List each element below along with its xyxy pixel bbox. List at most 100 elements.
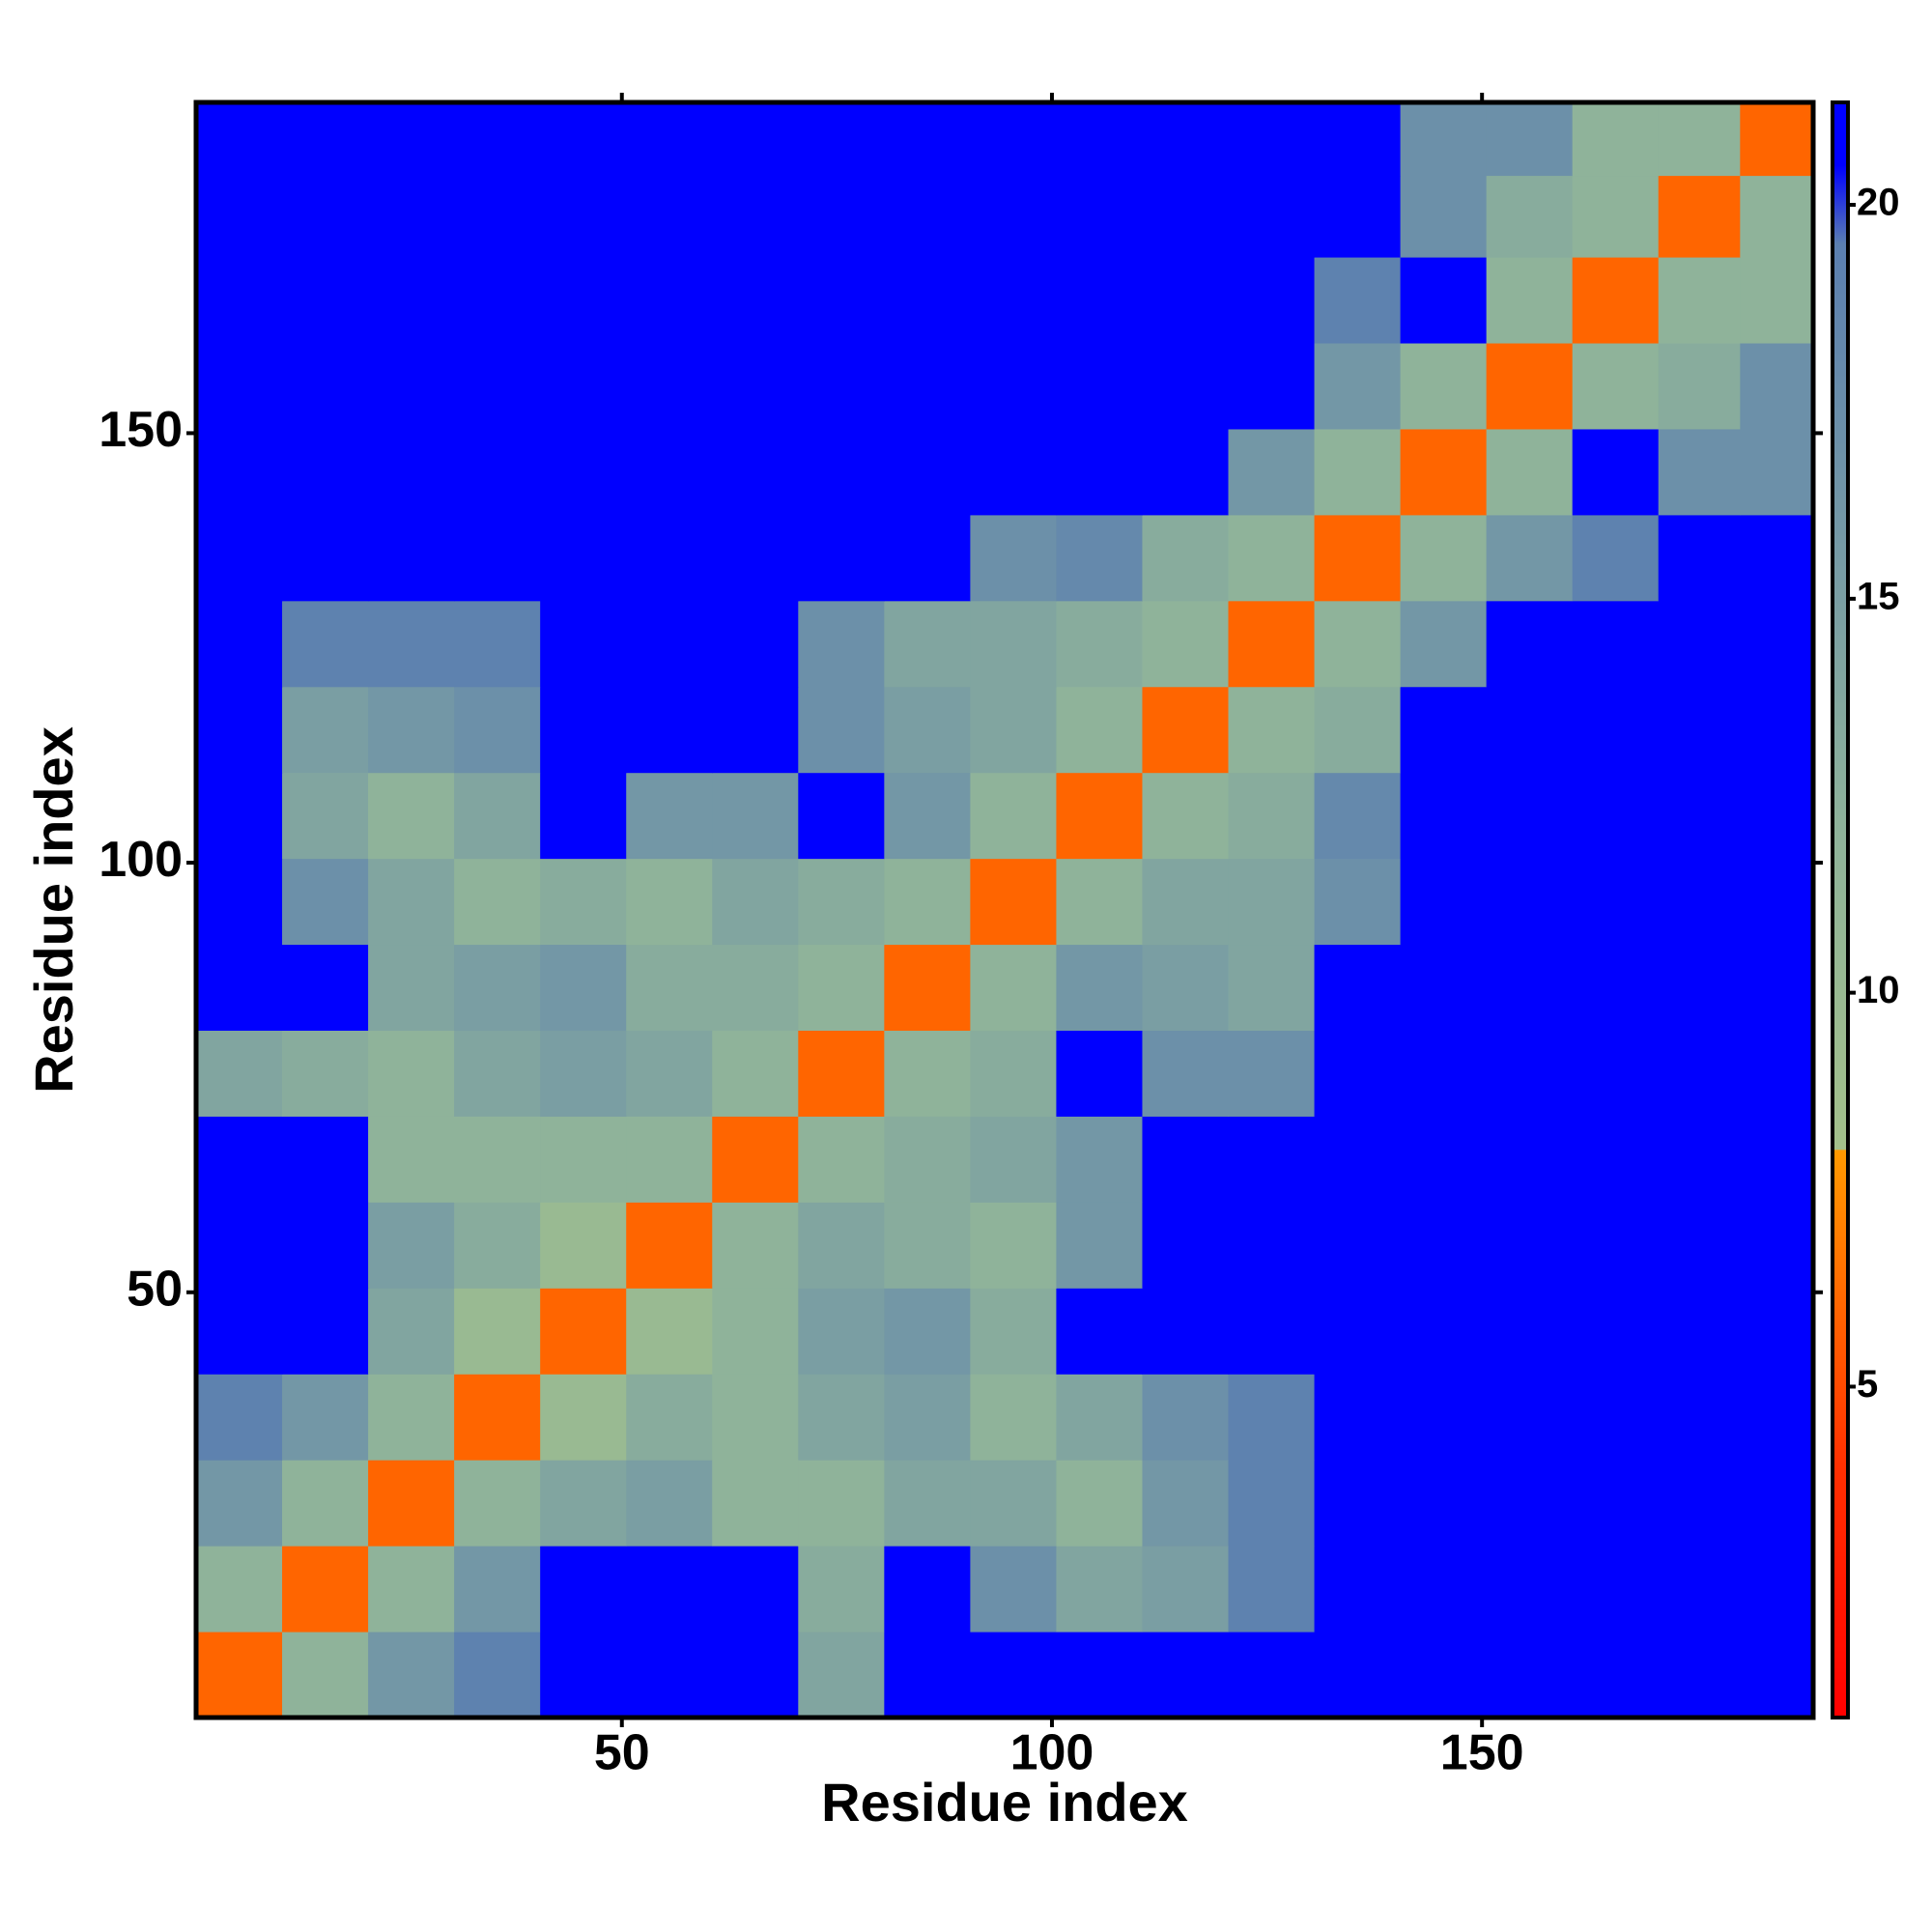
heatmap-cell <box>1056 1116 1143 1203</box>
heatmap-cell <box>368 858 455 946</box>
heatmap-cell <box>282 1546 369 1633</box>
heatmap-cell <box>712 1546 799 1633</box>
heatmap-cell <box>1740 175 1813 258</box>
heatmap-cell <box>1314 1546 1402 1633</box>
colorbar <box>1831 100 1850 1719</box>
heatmap-cell <box>626 1460 713 1547</box>
heatmap-cell <box>1486 343 1574 430</box>
heatmap-cell <box>1142 1546 1230 1633</box>
heatmap-cell <box>540 686 627 774</box>
heatmap-cell <box>884 1202 971 1289</box>
heatmap-cell <box>1056 1460 1143 1547</box>
heatmap-cell <box>540 1288 627 1375</box>
heatmap-cell <box>1572 1546 1660 1633</box>
heatmap-cell <box>1056 514 1143 602</box>
heatmap-cell <box>1486 175 1574 258</box>
heatmap-cell <box>1228 944 1316 1032</box>
heatmap-cell <box>368 1202 455 1289</box>
heatmap-cell <box>196 1288 283 1375</box>
heatmap-cell <box>368 1546 455 1633</box>
heatmap-cell <box>1400 428 1488 516</box>
heatmap-cell <box>1228 1030 1316 1117</box>
heatmap-cell <box>1142 858 1230 946</box>
heatmap-cell <box>1142 772 1230 860</box>
heatmap-cell <box>454 343 541 430</box>
heatmap-cell <box>1740 257 1813 344</box>
heatmap-cell <box>712 343 799 430</box>
heatmap-cell <box>712 1632 799 1718</box>
heatmap-cell <box>1228 102 1316 177</box>
heatmap-cell <box>1658 175 1741 258</box>
heatmap-cell <box>1486 428 1574 516</box>
heatmap-cell <box>282 944 369 1032</box>
y-tick-label: 50 <box>127 1262 183 1318</box>
heatmap-cell <box>196 343 283 430</box>
heatmap-cell <box>196 175 283 258</box>
heatmap-cell <box>1142 343 1230 430</box>
heatmap-cell <box>1658 600 1741 688</box>
heatmap-cell <box>626 1116 713 1203</box>
x-tick-label: 50 <box>594 1725 650 1781</box>
heatmap-cell <box>970 428 1057 516</box>
heatmap-cell <box>368 944 455 1032</box>
heatmap-cell <box>1314 102 1402 177</box>
heatmap-cell <box>1400 600 1488 688</box>
heatmap-cell <box>1228 1116 1316 1203</box>
heatmap-cell <box>1658 1374 1741 1461</box>
heatmap-cell <box>540 600 627 688</box>
heatmap-cell <box>282 1632 369 1718</box>
heatmap-cell <box>1658 1288 1741 1375</box>
heatmap-cell <box>798 772 885 860</box>
heatmap-cell <box>540 175 627 258</box>
heatmap-cell <box>1400 858 1488 946</box>
heatmap-cell <box>282 175 369 258</box>
heatmap-cell <box>1486 858 1574 946</box>
heatmap-cell <box>454 1202 541 1289</box>
heatmap-cell <box>454 1288 541 1375</box>
heatmap-cell <box>1142 1202 1230 1289</box>
heatmap-cell <box>282 1030 369 1117</box>
heatmap-cell <box>884 1030 971 1117</box>
colorbar-tick-label: 20 <box>1857 182 1900 224</box>
heatmap-cell <box>1486 102 1574 177</box>
heatmap-cell <box>1142 600 1230 688</box>
heatmap-cell <box>970 102 1057 177</box>
heatmap-cell <box>1658 514 1741 602</box>
heatmap-cell <box>1142 514 1230 602</box>
heatmap-cell <box>368 600 455 688</box>
heatmap-cell <box>1740 858 1813 946</box>
heatmap-cell <box>1572 428 1660 516</box>
heatmap-cell <box>540 1202 627 1289</box>
heatmap-cell <box>1400 1460 1488 1547</box>
heatmap-cell <box>540 343 627 430</box>
heatmap-cell <box>368 1374 455 1461</box>
heatmap-cell <box>798 1632 885 1718</box>
heatmap-cell <box>1056 1374 1143 1461</box>
heatmap-cell <box>196 428 283 516</box>
heatmap-cell <box>1314 1030 1402 1117</box>
heatmap-cell <box>540 514 627 602</box>
heatmap-cell <box>1486 1460 1574 1547</box>
heatmap-cell <box>1740 600 1813 688</box>
heatmap-cell <box>884 257 971 344</box>
heatmap-cell <box>712 175 799 258</box>
heatmap-cell <box>1740 772 1813 860</box>
heatmap-cell <box>970 514 1057 602</box>
heatmap-cell <box>1314 257 1402 344</box>
heatmap-cell <box>282 1202 369 1289</box>
heatmap-cell <box>1572 944 1660 1032</box>
heatmap-cell <box>282 102 369 177</box>
heatmap-cell <box>368 257 455 344</box>
heatmap-cell <box>1228 600 1316 688</box>
heatmap-cell <box>712 772 799 860</box>
heatmap-cell <box>454 257 541 344</box>
heatmap-cell <box>282 600 369 688</box>
heatmap-cell <box>884 600 971 688</box>
heatmap-cell <box>196 1116 283 1203</box>
heatmap-cell <box>970 858 1057 946</box>
heatmap-cell <box>712 102 799 177</box>
heatmap-cell <box>454 102 541 177</box>
heatmap-cell <box>1486 1202 1574 1289</box>
heatmap-cell <box>1740 1030 1813 1117</box>
heatmap-cell <box>1142 428 1230 516</box>
